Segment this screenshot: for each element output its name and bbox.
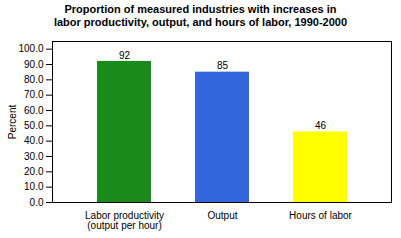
svg-text:0.0: 0.0: [30, 197, 44, 208]
svg-text:Output: Output: [207, 210, 237, 221]
svg-text:50.0: 50.0: [24, 120, 44, 131]
svg-text:100.0: 100.0: [18, 43, 43, 54]
svg-text:10.0: 10.0: [24, 181, 44, 192]
svg-text:80.0: 80.0: [24, 74, 44, 85]
html-text:Proportion of measured industr: Proportion of measured industries with i…: [53, 3, 348, 28]
svg-text:Percent: Percent: [7, 105, 18, 140]
svg-text:20.0: 20.0: [24, 166, 44, 177]
svg-text:30.0: 30.0: [24, 151, 44, 162]
svg-text:Hours of labor: Hours of labor: [289, 210, 352, 221]
svg-text:90.0: 90.0: [24, 59, 44, 70]
svg-text:92: 92: [119, 50, 131, 61]
svg-text:46: 46: [315, 120, 327, 131]
svg-text:60.0: 60.0: [24, 105, 44, 116]
svg-text:70.0: 70.0: [24, 89, 44, 100]
svg-text:40.0: 40.0: [24, 135, 44, 146]
svg-text:Labor productivity(output per: Labor productivity(output per hour): [85, 210, 164, 231]
svg-text:85: 85: [217, 60, 229, 71]
